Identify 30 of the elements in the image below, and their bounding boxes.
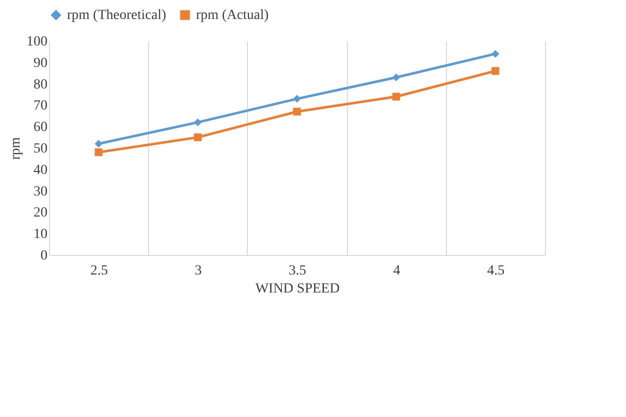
y-tick-label: 30 xyxy=(34,184,48,200)
point xyxy=(392,92,400,101)
y-axis-title: rpm xyxy=(8,137,24,160)
y-tick-label: 0 xyxy=(40,248,48,264)
point xyxy=(492,50,500,58)
x-tick-label: 4.5 xyxy=(487,264,505,278)
legend-label: rpm (Theoretical) xyxy=(67,8,166,24)
x-axis-title: WIND SPEED xyxy=(255,282,340,296)
x-tick-label: 3.5 xyxy=(288,264,306,278)
y-tick-label: 90 xyxy=(34,56,48,71)
y-tick-label: 100 xyxy=(26,34,48,50)
x-tick-label: 2.5 xyxy=(90,264,108,278)
y-tick-label: 50 xyxy=(34,142,48,156)
y-tick-label: 40 xyxy=(34,162,48,178)
y-tick-label: 20 xyxy=(34,206,48,221)
point xyxy=(94,140,102,148)
point xyxy=(293,94,301,103)
x-tick-label: 4 xyxy=(393,264,400,278)
point xyxy=(293,108,301,116)
point xyxy=(94,148,102,156)
point xyxy=(492,67,500,75)
y-tick-label: 80 xyxy=(34,77,48,92)
point xyxy=(194,133,202,142)
y-tick-label: 70 xyxy=(34,98,48,114)
x-tick-label: 3 xyxy=(194,264,202,278)
point xyxy=(392,74,400,82)
y-tick-label: 10 xyxy=(34,227,48,242)
legend-label: rpm (Actual) xyxy=(196,8,270,24)
y-tick-label: 60 xyxy=(34,120,48,136)
point xyxy=(194,118,202,126)
